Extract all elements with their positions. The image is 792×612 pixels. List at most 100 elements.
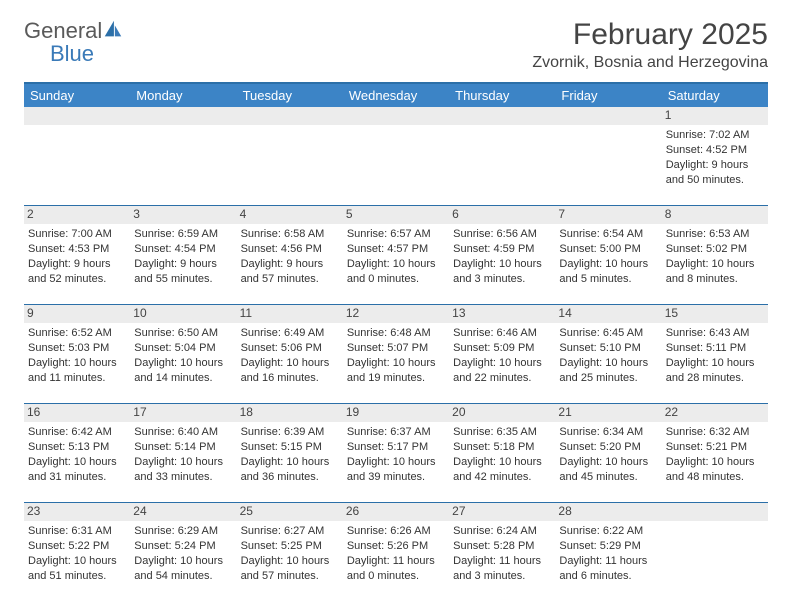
daylight-line: Daylight: 10 hours and 51 minutes. bbox=[28, 554, 126, 584]
date-number bbox=[555, 107, 661, 125]
sunset-line: Sunset: 5:11 PM bbox=[666, 341, 764, 356]
sunrise-line: Sunrise: 6:24 AM bbox=[453, 524, 551, 539]
sunrise-line: Sunrise: 6:57 AM bbox=[347, 227, 445, 242]
sunrise-line: Sunrise: 6:31 AM bbox=[28, 524, 126, 539]
day-cell: Sunrise: 6:37 AMSunset: 5:17 PMDaylight:… bbox=[343, 422, 449, 502]
date-number bbox=[449, 107, 555, 125]
sunrise-line: Sunrise: 6:29 AM bbox=[134, 524, 232, 539]
date-number: 5 bbox=[343, 206, 449, 224]
sunset-line: Sunset: 5:09 PM bbox=[453, 341, 551, 356]
day-header-saturday: Saturday bbox=[662, 84, 768, 107]
sunrise-line: Sunrise: 6:26 AM bbox=[347, 524, 445, 539]
date-number: 28 bbox=[555, 503, 661, 521]
empty-cell bbox=[130, 125, 236, 205]
day-cell: Sunrise: 7:02 AMSunset: 4:52 PMDaylight:… bbox=[662, 125, 768, 205]
date-number: 15 bbox=[662, 305, 768, 323]
empty-cell bbox=[343, 125, 449, 205]
sunset-line: Sunset: 4:57 PM bbox=[347, 242, 445, 257]
title-block: February 2025 Zvornik, Bosnia and Herzeg… bbox=[532, 18, 768, 72]
sunset-line: Sunset: 5:03 PM bbox=[28, 341, 126, 356]
date-number: 2 bbox=[24, 206, 130, 224]
sunset-line: Sunset: 5:20 PM bbox=[559, 440, 657, 455]
day-cell: Sunrise: 6:45 AMSunset: 5:10 PMDaylight:… bbox=[555, 323, 661, 403]
daylight-line: Daylight: 10 hours and 19 minutes. bbox=[347, 356, 445, 386]
empty-cell bbox=[555, 125, 661, 205]
day-cell: Sunrise: 6:54 AMSunset: 5:00 PMDaylight:… bbox=[555, 224, 661, 304]
date-number: 20 bbox=[449, 404, 555, 422]
sunrise-line: Sunrise: 6:37 AM bbox=[347, 425, 445, 440]
daylight-line: Daylight: 10 hours and 22 minutes. bbox=[453, 356, 551, 386]
date-number: 27 bbox=[449, 503, 555, 521]
day-cell: Sunrise: 6:48 AMSunset: 5:07 PMDaylight:… bbox=[343, 323, 449, 403]
date-number bbox=[343, 107, 449, 125]
daylight-line: Daylight: 10 hours and 31 minutes. bbox=[28, 455, 126, 485]
sunset-line: Sunset: 5:06 PM bbox=[241, 341, 339, 356]
sunset-line: Sunset: 4:54 PM bbox=[134, 242, 232, 257]
date-number-strip: 16171819202122 bbox=[24, 404, 768, 422]
day-header-sunday: Sunday bbox=[24, 84, 130, 107]
sunrise-line: Sunrise: 6:52 AM bbox=[28, 326, 126, 341]
sunset-line: Sunset: 5:10 PM bbox=[559, 341, 657, 356]
sunset-line: Sunset: 4:52 PM bbox=[666, 143, 764, 158]
daylight-line: Daylight: 10 hours and 39 minutes. bbox=[347, 455, 445, 485]
sunset-line: Sunset: 5:28 PM bbox=[453, 539, 551, 554]
date-number: 17 bbox=[130, 404, 236, 422]
logo-word-general: General bbox=[24, 18, 102, 43]
daylight-line: Daylight: 10 hours and 3 minutes. bbox=[453, 257, 551, 287]
daylight-line: Daylight: 11 hours and 6 minutes. bbox=[559, 554, 657, 584]
day-cell: Sunrise: 6:32 AMSunset: 5:21 PMDaylight:… bbox=[662, 422, 768, 502]
date-number bbox=[130, 107, 236, 125]
day-header-monday: Monday bbox=[130, 84, 236, 107]
day-cell: Sunrise: 6:49 AMSunset: 5:06 PMDaylight:… bbox=[237, 323, 343, 403]
day-cell: Sunrise: 6:29 AMSunset: 5:24 PMDaylight:… bbox=[130, 521, 236, 601]
sunrise-line: Sunrise: 6:48 AM bbox=[347, 326, 445, 341]
sunrise-line: Sunrise: 6:34 AM bbox=[559, 425, 657, 440]
empty-cell bbox=[24, 125, 130, 205]
sunrise-line: Sunrise: 6:27 AM bbox=[241, 524, 339, 539]
day-cell: Sunrise: 6:58 AMSunset: 4:56 PMDaylight:… bbox=[237, 224, 343, 304]
date-number: 12 bbox=[343, 305, 449, 323]
daylight-line: Daylight: 10 hours and 36 minutes. bbox=[241, 455, 339, 485]
date-number: 1 bbox=[662, 107, 768, 125]
date-number: 3 bbox=[130, 206, 236, 224]
month-title: February 2025 bbox=[532, 18, 768, 52]
logo: General Blue bbox=[24, 18, 124, 66]
empty-cell bbox=[449, 125, 555, 205]
sunset-line: Sunset: 5:25 PM bbox=[241, 539, 339, 554]
date-number: 26 bbox=[343, 503, 449, 521]
day-cell: Sunrise: 6:31 AMSunset: 5:22 PMDaylight:… bbox=[24, 521, 130, 601]
day-cell: Sunrise: 6:22 AMSunset: 5:29 PMDaylight:… bbox=[555, 521, 661, 601]
date-number: 18 bbox=[237, 404, 343, 422]
day-cell: Sunrise: 6:27 AMSunset: 5:25 PMDaylight:… bbox=[237, 521, 343, 601]
daylight-line: Daylight: 10 hours and 0 minutes. bbox=[347, 257, 445, 287]
sunrise-line: Sunrise: 7:02 AM bbox=[666, 128, 764, 143]
daylight-line: Daylight: 10 hours and 16 minutes. bbox=[241, 356, 339, 386]
day-cell: Sunrise: 6:59 AMSunset: 4:54 PMDaylight:… bbox=[130, 224, 236, 304]
daylight-line: Daylight: 10 hours and 54 minutes. bbox=[134, 554, 232, 584]
empty-cell bbox=[662, 521, 768, 601]
date-number: 9 bbox=[24, 305, 130, 323]
day-cell: Sunrise: 6:53 AMSunset: 5:02 PMDaylight:… bbox=[662, 224, 768, 304]
sunset-line: Sunset: 5:13 PM bbox=[28, 440, 126, 455]
sunset-line: Sunset: 4:59 PM bbox=[453, 242, 551, 257]
day-cell: Sunrise: 6:35 AMSunset: 5:18 PMDaylight:… bbox=[449, 422, 555, 502]
sunset-line: Sunset: 5:15 PM bbox=[241, 440, 339, 455]
daylight-line: Daylight: 10 hours and 57 minutes. bbox=[241, 554, 339, 584]
date-number bbox=[24, 107, 130, 125]
day-cell: Sunrise: 6:39 AMSunset: 5:15 PMDaylight:… bbox=[237, 422, 343, 502]
sunset-line: Sunset: 5:07 PM bbox=[347, 341, 445, 356]
daylight-line: Daylight: 10 hours and 14 minutes. bbox=[134, 356, 232, 386]
sunset-line: Sunset: 5:24 PM bbox=[134, 539, 232, 554]
daylight-line: Daylight: 10 hours and 11 minutes. bbox=[28, 356, 126, 386]
day-cell: Sunrise: 6:43 AMSunset: 5:11 PMDaylight:… bbox=[662, 323, 768, 403]
daylight-line: Daylight: 9 hours and 52 minutes. bbox=[28, 257, 126, 287]
date-number: 22 bbox=[662, 404, 768, 422]
sunrise-line: Sunrise: 6:42 AM bbox=[28, 425, 126, 440]
day-cell: Sunrise: 6:52 AMSunset: 5:03 PMDaylight:… bbox=[24, 323, 130, 403]
sunrise-line: Sunrise: 6:35 AM bbox=[453, 425, 551, 440]
sunrise-line: Sunrise: 6:49 AM bbox=[241, 326, 339, 341]
date-number: 6 bbox=[449, 206, 555, 224]
date-number: 10 bbox=[130, 305, 236, 323]
location: Zvornik, Bosnia and Herzegovina bbox=[532, 54, 768, 72]
day-cell: Sunrise: 6:34 AMSunset: 5:20 PMDaylight:… bbox=[555, 422, 661, 502]
